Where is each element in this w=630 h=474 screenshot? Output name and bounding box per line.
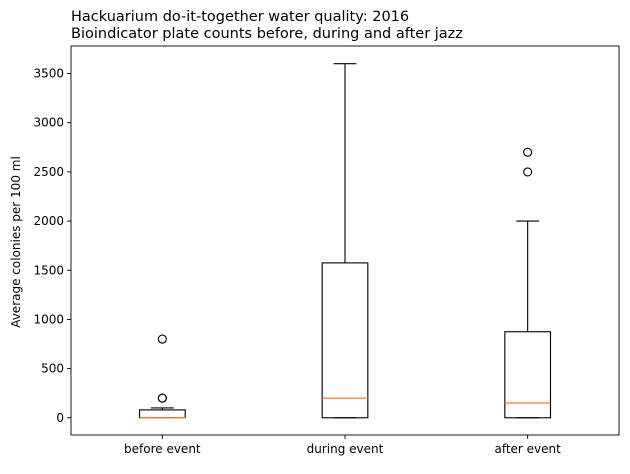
y-tick-label: 3500 (33, 67, 64, 81)
chart-title: Hackuarium do-it-together water quality:… (71, 9, 409, 25)
y-tick-label: 3000 (33, 116, 64, 130)
y-tick-label: 2500 (33, 165, 64, 179)
x-tick-label: during event (307, 442, 384, 456)
iqr-box (138, 409, 186, 419)
y-tick-label: 2000 (33, 214, 64, 228)
y-tick-label: 500 (41, 362, 64, 376)
outlier-point (157, 334, 167, 344)
y-tick-label: 1000 (33, 312, 64, 326)
x-tick-label: before event (124, 442, 201, 456)
outlier-point (523, 147, 533, 157)
outlier-point (157, 393, 167, 403)
chart-subtitle: Bioindicator plate counts before, during… (71, 26, 463, 42)
outlier-point (523, 167, 533, 177)
x-tick-label: after event (494, 442, 561, 456)
y-tick-label: 1500 (33, 263, 64, 277)
iqr-box (321, 262, 369, 419)
iqr-box (504, 331, 552, 419)
y-axis-label: Average colonies per 100 ml (9, 156, 23, 328)
y-tick-label: 0 (56, 411, 64, 425)
plot-area: 0 500 1000 1500 2000 2500 3000 3500 before event… (33, 45, 620, 456)
